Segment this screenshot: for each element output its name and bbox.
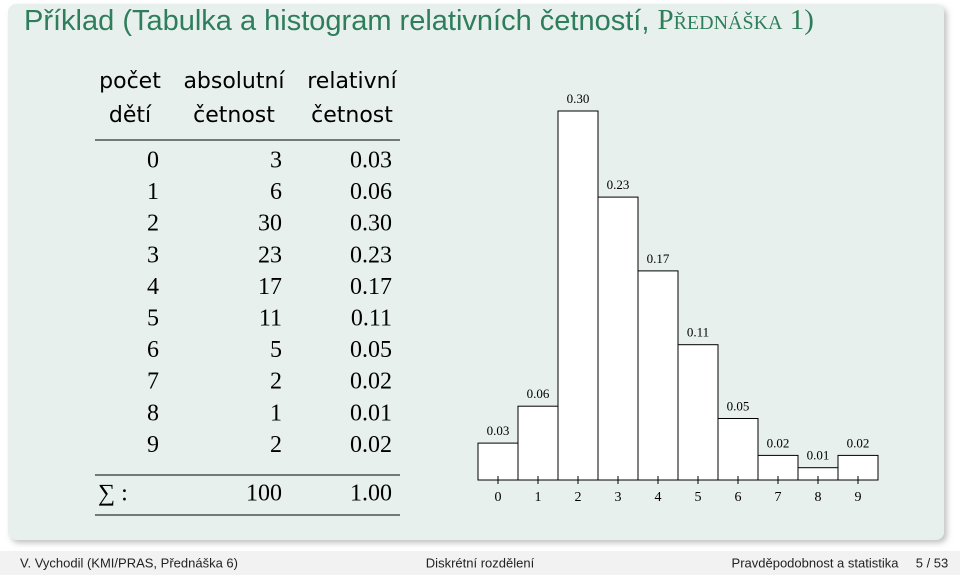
table-sum: ∑ : — [98, 481, 128, 507]
value-label: 0.03 — [487, 423, 510, 438]
x-tick-label: 7 — [775, 490, 782, 505]
table-cell: 11 — [259, 306, 282, 332]
table-cell: 2 — [270, 369, 282, 395]
bar — [837, 454, 879, 481]
table-header: četnost — [193, 103, 275, 128]
table-cell: 0.11 — [351, 306, 392, 332]
table-sum: 1.00 — [350, 481, 392, 507]
footer-text: Pravděpodobnost a statistika — [732, 555, 900, 570]
table-cell: 0.03 — [350, 148, 392, 174]
x-tick-label: 3 — [615, 490, 622, 505]
table-cell: 0.02 — [350, 432, 392, 458]
footer-text: 5 / 53 — [916, 555, 949, 570]
footer-text: Diskrétní rozdělení — [426, 555, 535, 570]
value-label: 0.30 — [567, 91, 590, 106]
table-cell: 0.01 — [350, 400, 392, 426]
bar — [677, 344, 719, 481]
bar — [557, 110, 599, 481]
table-cell: 0.02 — [350, 369, 392, 395]
bar — [477, 442, 519, 481]
value-label: 0.11 — [687, 325, 709, 340]
table-header: četnost — [311, 103, 393, 128]
value-label: 0.06 — [527, 386, 550, 401]
x-tick-label: 8 — [815, 490, 822, 505]
value-label: 0.02 — [767, 435, 790, 450]
table-cell: 0 — [147, 148, 159, 174]
table-cell: 7 — [147, 369, 159, 395]
value-label: 0.05 — [727, 398, 750, 413]
table-cell: 1 — [147, 179, 159, 205]
table-header: absolutní — [183, 69, 285, 94]
table-cell: 30 — [258, 211, 282, 237]
table-cell: 1 — [270, 400, 282, 426]
table-sum: 100 — [246, 481, 282, 507]
table-cell: 0.30 — [350, 211, 392, 237]
table-cell: 17 — [258, 274, 282, 300]
table-cell: 2 — [147, 211, 159, 237]
table-cell: 9 — [147, 432, 159, 458]
table-cell: 0.05 — [350, 337, 392, 363]
footer-text: V. Vychodil (KMI/PRAS, Přednáška 6) — [20, 555, 238, 570]
bar — [597, 196, 639, 481]
value-label: 0.17 — [647, 251, 670, 266]
bar — [757, 454, 799, 481]
table-header: relativní — [307, 69, 397, 94]
x-tick-label: 0 — [495, 490, 502, 505]
table-cell: 3 — [270, 148, 282, 174]
table-cell: 8 — [147, 400, 159, 426]
table-cell: 3 — [147, 242, 159, 268]
bar — [637, 270, 679, 481]
table-cell: 6 — [147, 337, 159, 363]
footer-bar — [0, 551, 960, 575]
table-cell: 5 — [270, 337, 282, 363]
value-label: 0.02 — [847, 435, 870, 450]
table-cell: 6 — [270, 179, 282, 205]
x-tick-label: 5 — [695, 490, 702, 505]
table-cell: 0.17 — [350, 274, 392, 300]
x-tick-label: 1 — [535, 490, 542, 505]
x-tick-label: 9 — [855, 490, 862, 505]
table-header: počet — [99, 69, 161, 94]
x-tick-label: 6 — [735, 490, 742, 505]
table-header: dětí — [109, 103, 152, 128]
bar — [517, 405, 559, 481]
value-label: 0.01 — [807, 448, 830, 463]
x-tick-label: 2 — [575, 490, 582, 505]
slide-title: Příklad (Tabulka a histogram relativních… — [24, 4, 814, 37]
table-cell: 5 — [147, 306, 159, 332]
table-cell: 0.06 — [350, 179, 392, 205]
bar — [717, 418, 759, 481]
table-cell: 4 — [147, 274, 159, 300]
table-cell: 0.23 — [350, 242, 392, 268]
table-cell: 23 — [258, 242, 282, 268]
value-label: 0.23 — [607, 177, 630, 192]
table-cell: 2 — [270, 432, 282, 458]
x-tick-label: 4 — [655, 490, 662, 505]
